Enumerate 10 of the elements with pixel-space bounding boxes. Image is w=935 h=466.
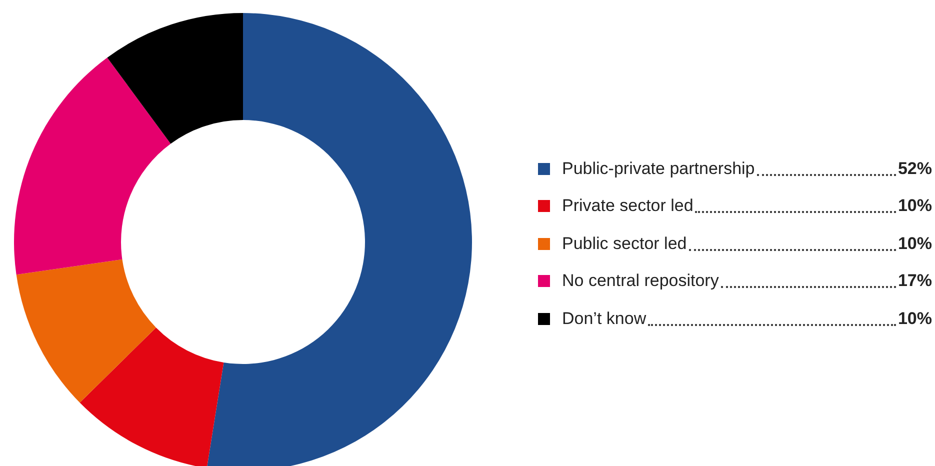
legend-label: Private sector led [562, 196, 694, 216]
data-label: 52% [898, 158, 932, 179]
data-label: 17% [898, 271, 932, 292]
data-label: 10% [898, 308, 932, 329]
data-label: 10% [898, 196, 932, 216]
legend-label: Public sector led [562, 234, 687, 254]
legend-label: No central repository [562, 271, 719, 292]
legend-label: Public-private partnership [562, 158, 755, 179]
legend-label: Don’t know [562, 308, 646, 329]
data-label: 10% [898, 234, 932, 254]
